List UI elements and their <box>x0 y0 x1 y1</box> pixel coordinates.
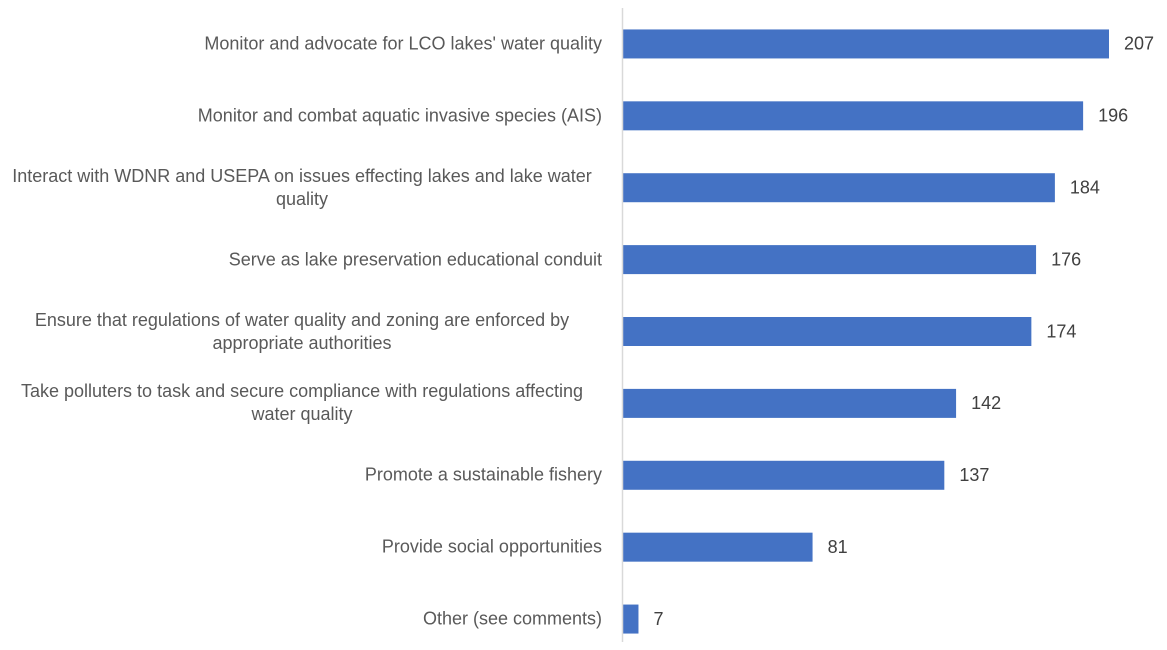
bar <box>622 317 1032 346</box>
category-label: Serve as lake preservation educational c… <box>228 249 602 270</box>
category-label: Other (see comments) <box>422 608 602 629</box>
data-label: 81 <box>828 537 848 557</box>
data-label: 196 <box>1098 106 1128 126</box>
data-label: 7 <box>653 609 663 629</box>
data-label: 142 <box>971 393 1001 413</box>
data-label: 174 <box>1046 321 1076 341</box>
bar <box>622 29 1109 59</box>
data-label: 184 <box>1070 177 1100 197</box>
category-label: Ensure that regulations of water quality… <box>34 309 570 353</box>
bar <box>622 173 1055 203</box>
bar <box>622 101 1084 131</box>
category-label: Monitor and combat aquatic invasive spec… <box>197 105 602 126</box>
category-label: Provide social opportunities <box>381 536 602 557</box>
category-label: Promote a sustainable fishery <box>364 464 602 485</box>
bar <box>622 532 813 562</box>
data-label: 207 <box>1124 34 1154 54</box>
data-label: 137 <box>959 465 989 485</box>
bar <box>622 604 639 634</box>
data-label: 176 <box>1051 249 1081 269</box>
bar <box>622 460 945 490</box>
category-label: Monitor and advocate for LCO lakes' wate… <box>204 33 602 54</box>
bar <box>622 245 1037 275</box>
bar <box>622 388 957 418</box>
category-label: Interact with WDNR and USEPA on issues e… <box>12 165 592 209</box>
category-label: Take polluters to task and secure compli… <box>21 381 583 425</box>
